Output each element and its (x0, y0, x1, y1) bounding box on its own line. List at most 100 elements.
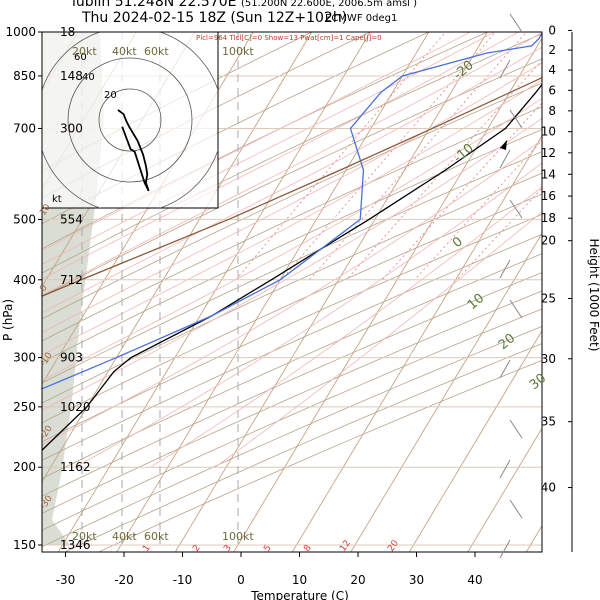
isotherm-line (0, 19, 27, 564)
x-axis-label: Temperature (C) (250, 589, 349, 600)
speed-label-bottom: 100kt (222, 530, 254, 543)
pressure-tick-label: 700 (13, 121, 36, 135)
pressure-tick-label: 400 (13, 273, 36, 287)
moist-adiabat-line (42, 139, 542, 446)
hodograph-ring (67, 57, 193, 183)
moist-adiabat-line (150, 186, 542, 468)
mixing-ratio-label: 1 (141, 543, 152, 553)
moist-adiabat-line (42, 32, 496, 265)
height-tick-label: 14 (541, 167, 556, 181)
level-height-label: 300 (60, 121, 83, 135)
wind-barb (499, 359, 511, 379)
x-tick-label: 30 (409, 573, 424, 587)
moist-adiabat-line (42, 62, 542, 333)
moist-adiabat-line (42, 32, 520, 280)
title-line-1: lublin 51.248N 22.570E (51.200N 22.600E,… (72, 0, 417, 10)
level-height-label: 554 (60, 212, 83, 226)
hodograph-plot: 60 40 20 (42, 32, 218, 208)
mixing-ratio-label: 3 (222, 543, 233, 553)
x-tick-label: 0 (237, 573, 245, 587)
mixing-ratio-label: 8 (302, 543, 314, 554)
moist-adiabat-line (42, 46, 542, 314)
y-axis-label: P (hPa) (1, 299, 15, 341)
height-tick-label: 18 (541, 211, 556, 225)
pressure-tick-label: 150 (13, 538, 36, 552)
mixing-ratio-label: 2 (191, 543, 202, 553)
isotherm-line (408, 329, 542, 552)
hodograph-ring-label: 20 (104, 90, 117, 101)
series-parcel (42, 76, 542, 297)
hodograph-ring-label: 40 (82, 72, 95, 83)
isotherm-line (291, 134, 542, 552)
title-block: lublin 51.248N 22.570E (51.200N 22.600E,… (72, 0, 417, 26)
dry-adiabat-line (42, 290, 542, 514)
height-tick-label: 10 (541, 125, 556, 139)
x-tick-label: 20 (350, 573, 365, 587)
dry-adiabat-line (42, 32, 313, 172)
dry-adiabat-line (42, 172, 542, 404)
hodograph-ring-label: 60 (74, 52, 87, 63)
x-tick-label: 40 (467, 573, 482, 587)
moist-adiabat-line (42, 32, 472, 252)
dry-adiabat-line (64, 343, 542, 552)
moist-adiabat-line (74, 162, 542, 468)
speed-label-bottom: 60kt (144, 530, 169, 543)
height-tick-label: 16 (541, 189, 556, 203)
mixing-ratio-line (456, 187, 542, 281)
dry-adiabat-line (42, 106, 542, 342)
height-tick-label: 35 (541, 415, 556, 429)
speed-label-top: 60kt (144, 45, 169, 58)
wind-barb (509, 419, 523, 439)
speed-label-top: 100kt (222, 45, 254, 58)
dry-adiabat-line (42, 253, 542, 479)
speed-label-top: 20kt (72, 45, 97, 58)
mixing-ratio-line (382, 102, 542, 281)
isotherm-label: 10 (465, 291, 487, 313)
wind-barb (509, 199, 523, 219)
dry-adiabat-line (97, 359, 542, 552)
model-label: ECMWF 0deg1 (325, 13, 397, 24)
dry-adiabat-line (42, 272, 542, 497)
wind-barb (499, 259, 511, 279)
height-axis-label: Height (1000 Feet) (587, 239, 600, 352)
mixing-ratio-line (309, 32, 528, 281)
adiabat-label: 0 (38, 283, 50, 294)
wind-barbs (499, 13, 523, 559)
height-tick-label: 40 (541, 481, 556, 495)
moist-adiabat-line (42, 118, 542, 411)
pressure-tick-label: 200 (13, 460, 36, 474)
title-line-2: Thu 2024-02-15 18Z (Sun 12Z+102h) (81, 10, 347, 26)
isotherm-line (57, 32, 371, 552)
plot-frame (41, 31, 543, 553)
speed-label-bottom: 20kt (72, 530, 97, 543)
height-tick-label: 12 (541, 146, 556, 160)
dry-adiabat-line (42, 193, 542, 424)
mixing-ratio-line (235, 32, 447, 281)
wind-barb-pennant (500, 140, 507, 150)
params-text: Plcl=964 Tlcl[C]=0 Show=13 Pwat[cm]=1 Ca… (196, 34, 382, 42)
wind-barb (509, 499, 523, 519)
profile-lines (42, 32, 542, 452)
level-height-label: 903 (60, 351, 83, 365)
hodograph-kt-label: kt (52, 194, 62, 205)
dry-adiabat-line (42, 233, 542, 461)
hodograph-frame (41, 31, 219, 209)
pressure-tick-label: 500 (13, 212, 36, 226)
mixing-ratio-label: 5 (262, 543, 273, 553)
moist-adiabat-line (42, 79, 542, 356)
series-temperature (42, 83, 542, 452)
pressure-tick-label: 1000 (5, 25, 36, 39)
height-tick-label: 25 (541, 292, 556, 306)
dry-adiabat-line (42, 326, 542, 548)
pressure-tick-label: 850 (13, 69, 36, 83)
hodograph-ring (98, 88, 162, 152)
level-height-label: 712 (60, 273, 83, 287)
height-tick-label: 2 (548, 43, 556, 57)
wind-barb (499, 539, 511, 559)
moist-adiabat-line (42, 98, 542, 382)
dry-adiabat-line (42, 58, 542, 297)
x-tick-label: -20 (114, 573, 134, 587)
